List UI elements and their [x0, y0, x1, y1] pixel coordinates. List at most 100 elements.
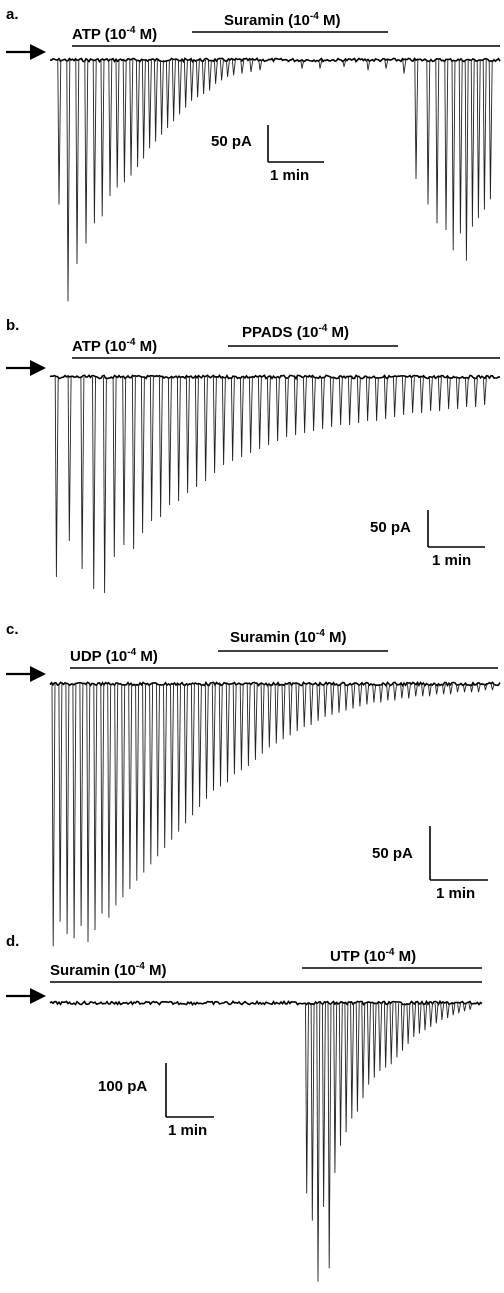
- current-spike: [305, 1002, 309, 1194]
- current-spike: [329, 376, 334, 428]
- panel-c-drug1-label: UDP (10-4 M): [70, 647, 158, 665]
- current-spike: [102, 376, 107, 594]
- current-spike: [435, 59, 440, 224]
- current-spike: [414, 683, 418, 697]
- panel-d-scale-bar: 100 pA 1 min: [98, 1063, 214, 1139]
- current-spike: [149, 683, 154, 865]
- current-spike: [239, 683, 244, 771]
- current-spike: [170, 683, 174, 840]
- current-spike: [316, 683, 321, 721]
- current-spike: [400, 683, 405, 699]
- current-spike: [194, 376, 199, 488]
- panel-a: a. ATP (10-4 M) Suramin (10-4 M) 50 pA 1…: [6, 6, 501, 302]
- current-spike: [149, 376, 154, 522]
- current-spike: [448, 683, 453, 695]
- current-spike: [156, 683, 160, 857]
- current-spike: [395, 1002, 400, 1058]
- panel-a-scale-time: 1 min: [270, 167, 309, 184]
- current-spike: [153, 59, 158, 142]
- current-spike: [327, 1002, 332, 1269]
- panel-a-trace: [49, 57, 501, 302]
- current-spike: [100, 59, 105, 217]
- current-spike: [464, 59, 469, 261]
- current-spike: [107, 683, 112, 918]
- current-spike: [122, 376, 127, 546]
- current-spike: [365, 683, 370, 705]
- current-spike: [92, 376, 96, 590]
- current-spike: [147, 59, 152, 149]
- arrow-icon: [6, 988, 46, 1004]
- current-spike: [260, 683, 265, 754]
- current-spike: [483, 683, 488, 691]
- current-spike: [225, 59, 230, 78]
- current-spike: [204, 683, 209, 799]
- current-spike: [490, 683, 495, 691]
- panel-d-scale-time: 1 min: [168, 1122, 207, 1139]
- panel-c: c. UDP (10-4 M) Suramin (10-4 M) 50 pA 1…: [6, 621, 501, 947]
- current-spike: [392, 376, 397, 418]
- current-spike: [440, 1002, 445, 1021]
- current-spike: [219, 59, 224, 81]
- current-spike: [203, 376, 208, 482]
- current-spike: [84, 59, 89, 244]
- current-spike: [213, 59, 218, 84]
- panel-c-scale-bar: 50 pA 1 min: [372, 826, 488, 902]
- current-spike: [476, 59, 481, 219]
- current-spike: [302, 376, 307, 434]
- current-spike: [159, 59, 164, 135]
- panel-c-label: c.: [6, 621, 19, 638]
- panel-c-drug2-label: Suramin (10-4 M): [230, 628, 346, 646]
- arrow-icon: [6, 44, 46, 60]
- current-spike: [473, 376, 478, 408]
- current-spike: [470, 59, 475, 227]
- current-spike: [400, 1002, 405, 1051]
- current-spike: [177, 683, 181, 832]
- current-spike: [183, 59, 188, 108]
- baseline-trace: [49, 57, 501, 64]
- current-spike: [267, 683, 272, 748]
- current-spike: [384, 59, 389, 69]
- current-spike: [165, 59, 170, 129]
- current-spike: [80, 376, 85, 570]
- current-spike: [54, 376, 59, 578]
- current-spike: [333, 1002, 338, 1174]
- current-spike: [482, 376, 487, 406]
- current-spike: [189, 59, 194, 101]
- current-spike: [249, 59, 254, 72]
- panel-d-label: d.: [6, 933, 19, 950]
- current-spike: [434, 683, 439, 695]
- current-spike: [253, 683, 258, 760]
- current-spike: [330, 683, 335, 715]
- current-spike: [423, 1002, 428, 1031]
- current-spike: [321, 1002, 326, 1208]
- current-spike: [365, 376, 370, 422]
- current-spike: [158, 376, 163, 518]
- current-spike: [342, 59, 347, 67]
- current-spike: [372, 683, 377, 703]
- current-spike: [183, 683, 188, 824]
- current-spike: [240, 59, 245, 74]
- current-spike: [444, 59, 449, 231]
- current-spike: [212, 376, 217, 474]
- current-spike: [218, 683, 223, 787]
- current-spike: [112, 376, 117, 558]
- current-spike: [221, 376, 226, 466]
- current-spike: [437, 376, 442, 412]
- panel-d-trace: [49, 999, 483, 1282]
- current-spike: [451, 59, 456, 251]
- current-spike: [65, 683, 70, 935]
- current-spike: [455, 376, 460, 410]
- current-spike: [367, 1002, 371, 1085]
- current-spike: [462, 1002, 467, 1012]
- current-spike: [451, 1002, 456, 1016]
- current-spike: [419, 376, 424, 414]
- current-spike: [79, 683, 84, 926]
- current-spike: [316, 1002, 321, 1282]
- current-spike: [464, 376, 469, 408]
- current-spike: [366, 59, 371, 71]
- current-spike: [344, 1002, 349, 1133]
- current-spike: [428, 376, 433, 412]
- current-spike: [293, 376, 298, 436]
- current-spike: [361, 1002, 366, 1099]
- current-spike: [374, 376, 379, 422]
